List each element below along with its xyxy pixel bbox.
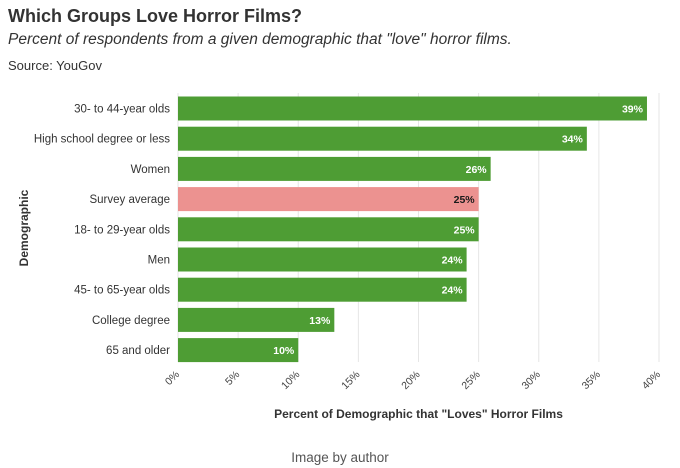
data-label: 24% xyxy=(442,285,464,297)
data-label: 25% xyxy=(454,194,476,206)
x-tick-label: 10% xyxy=(279,369,302,392)
x-tick-label: 0% xyxy=(163,369,182,388)
bar-highlight xyxy=(178,187,479,212)
x-tick-label: 5% xyxy=(223,369,242,388)
x-tick-label: 15% xyxy=(339,369,362,392)
category-label: College degree xyxy=(92,315,170,327)
x-tick-labels: 0% 5% 10% 15% 20% 25% 30% 35% 40% xyxy=(163,369,663,392)
category-label: Survey average xyxy=(89,194,170,206)
category-label: 65 and older xyxy=(106,345,170,357)
bar xyxy=(178,307,335,332)
category-label: 18- to 29-year olds xyxy=(74,224,170,236)
bars: 39% 34% 26% 25% 25% 24% 24% 13% 10% xyxy=(178,96,647,363)
bar xyxy=(178,96,647,121)
category-label: 45- to 65-year olds xyxy=(74,285,170,297)
bar xyxy=(178,156,491,181)
bar xyxy=(178,126,587,151)
bar xyxy=(178,277,467,302)
data-label: 39% xyxy=(622,104,644,116)
x-tick-label: 30% xyxy=(520,369,543,392)
x-tick-label: 25% xyxy=(459,369,482,392)
bar xyxy=(178,247,467,272)
data-label: 34% xyxy=(562,134,584,146)
chart-source: Source: YouGov xyxy=(8,58,102,73)
y-axis-title: Demographic xyxy=(17,189,31,266)
x-tick-label: 40% xyxy=(640,369,663,392)
category-label: Men xyxy=(148,255,170,267)
x-tick-label: 20% xyxy=(399,369,422,392)
data-label: 13% xyxy=(309,315,331,327)
x-axis-title: Percent of Demographic that "Loves" Horr… xyxy=(274,407,563,421)
chart-title: Which Groups Love Horror Films? xyxy=(8,6,303,26)
bar xyxy=(178,338,299,363)
category-label: High school degree or less xyxy=(34,134,170,146)
data-label: 26% xyxy=(466,164,488,176)
category-label: Women xyxy=(131,164,170,176)
category-label: 30- to 44-year olds xyxy=(74,104,170,116)
data-label: 24% xyxy=(442,255,464,267)
image-credit: Image by author xyxy=(291,450,389,465)
chart-subtitle: Percent of respondents from a given demo… xyxy=(8,31,512,48)
data-label: 25% xyxy=(454,224,476,236)
category-labels: 30- to 44-year olds High school degree or… xyxy=(34,104,170,358)
bar xyxy=(178,217,479,242)
bar-chart: 39% 34% 26% 25% 25% 24% 24% 13% 10% 30- to 44-ye… xyxy=(17,93,663,421)
x-tick-label: 35% xyxy=(580,369,603,392)
data-label: 10% xyxy=(273,345,295,357)
